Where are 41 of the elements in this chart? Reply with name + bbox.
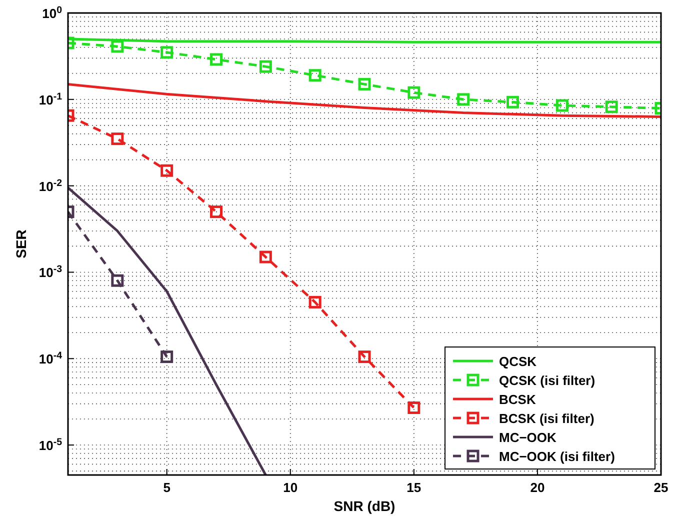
point [408,86,420,99]
y-tick-label: 10$^{-4}$ [38,350,63,367]
point [358,350,371,364]
point [111,132,124,146]
point [457,93,470,106]
point [408,402,420,414]
y-tick-label: 10$^{-2}$ [38,177,63,194]
legend-label: QCSK (isi filter) [499,373,596,388]
y-tick-label: 10$^{-5}$ [38,436,63,454]
y-tick-label: 10$^{0}$ [42,4,63,21]
point [308,296,322,308]
legend-label: MC−OOK (isi filter) [499,449,615,464]
point [210,53,222,66]
point [308,69,322,82]
legend-label: MC−OOK [499,430,558,445]
x-axis-title: SNR (dB) [334,498,396,514]
legend-label: QCSK [499,354,538,369]
legend-label: BCSK (isi filter) [499,411,594,426]
point [160,46,174,59]
point [556,99,568,112]
y-tick-label: 10$^{-1}$ [38,90,63,108]
x-tick-label: 20 [530,480,545,495]
x-tick-label: 25 [654,480,668,495]
line-series [68,186,267,475]
point [259,250,272,264]
x-tick-label: 5 [163,480,170,495]
point [160,164,174,177]
point [210,206,222,218]
legend-label: BCSK [499,392,536,407]
point [506,96,519,108]
y-axis-title: SER [13,230,29,258]
line-series [68,82,661,118]
y-tick-label: 10$^{-3}$ [38,264,63,280]
point [358,78,371,90]
point [605,100,618,114]
point [111,40,124,53]
x-tick-label: 15 [406,480,422,495]
point [259,60,272,73]
point [160,350,174,364]
point [111,274,124,287]
x-tick-label: 10 [283,480,298,495]
